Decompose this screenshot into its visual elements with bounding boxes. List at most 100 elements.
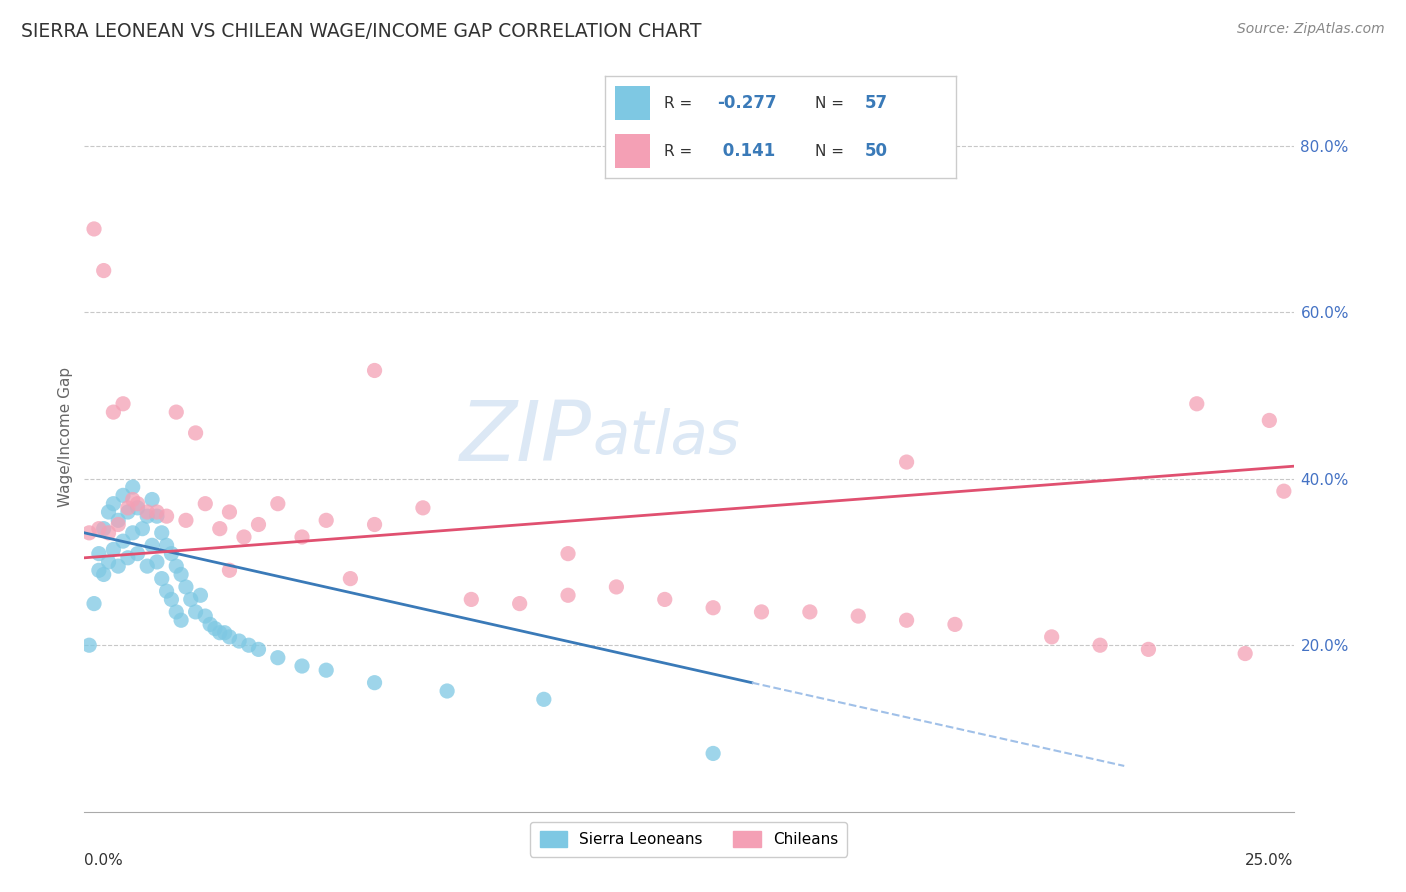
Point (363, 517, 385, 532)
Point (557, 547, 579, 561)
Point (97, 555, 120, 569)
Point (1272, 484, 1295, 499)
Text: ZIP: ZIP (460, 397, 592, 477)
Point (751, 605, 773, 619)
Point (107, 559, 129, 574)
Point (174, 580, 197, 594)
Point (218, 563, 240, 577)
Point (141, 492, 163, 507)
Point (214, 625, 236, 640)
Point (112, 488, 135, 502)
Point (702, 747, 724, 761)
Point (533, 692, 555, 706)
Point (896, 455, 918, 469)
Point (238, 638, 260, 652)
Legend: Sierra Leoneans, Chileans: Sierra Leoneans, Chileans (530, 822, 848, 856)
Point (103, 542, 125, 557)
Point (160, 547, 183, 561)
Point (174, 513, 197, 527)
Point (194, 497, 217, 511)
Point (127, 500, 149, 515)
Point (291, 530, 314, 544)
Point (291, 659, 314, 673)
Text: N =: N = (815, 144, 849, 159)
Point (97, 505, 120, 519)
Point (127, 497, 149, 511)
Point (267, 650, 290, 665)
Text: atlas: atlas (592, 408, 740, 467)
Point (170, 613, 193, 627)
FancyBboxPatch shape (616, 87, 650, 120)
Point (184, 425, 207, 440)
Point (363, 675, 385, 690)
Point (112, 397, 135, 411)
Y-axis label: Wage/Income Gap: Wage/Income Gap (58, 367, 73, 508)
Point (198, 617, 221, 632)
Text: -0.277: -0.277 (717, 94, 776, 112)
Point (121, 525, 143, 540)
Point (267, 497, 290, 511)
Point (127, 547, 149, 561)
Point (218, 630, 240, 644)
Point (93, 567, 115, 582)
Point (436, 684, 458, 698)
Text: Source: ZipAtlas.com: Source: ZipAtlas.com (1237, 22, 1385, 37)
Point (170, 567, 193, 582)
Point (155, 538, 177, 552)
Point (87, 547, 110, 561)
Point (87, 522, 110, 536)
Point (93, 263, 115, 277)
Point (150, 525, 173, 540)
Point (412, 500, 434, 515)
Point (208, 625, 231, 640)
Point (83, 597, 105, 611)
Point (117, 505, 139, 519)
Point (228, 634, 250, 648)
Point (146, 555, 169, 569)
Point (146, 509, 169, 524)
Point (83, 222, 105, 236)
Point (605, 580, 627, 594)
Text: R =: R = (665, 95, 697, 111)
Point (315, 663, 337, 677)
Point (896, 613, 918, 627)
Text: 57: 57 (865, 94, 887, 112)
Text: 50: 50 (865, 142, 887, 161)
Text: R =: R = (665, 144, 697, 159)
Point (339, 572, 361, 586)
Point (799, 605, 821, 619)
Point (557, 588, 579, 602)
Point (97, 525, 120, 540)
Text: 0.141: 0.141 (717, 142, 775, 161)
Point (702, 600, 724, 615)
Point (103, 405, 125, 419)
Point (218, 505, 240, 519)
Point (77, 638, 100, 652)
Point (165, 405, 187, 419)
Point (1040, 630, 1063, 644)
Point (204, 622, 226, 636)
Point (117, 500, 139, 515)
Point (208, 522, 231, 536)
Text: N =: N = (815, 95, 849, 111)
Point (107, 517, 129, 532)
Text: 0.0%: 0.0% (84, 853, 124, 868)
Point (1137, 642, 1160, 657)
Point (247, 517, 270, 532)
Point (1234, 647, 1257, 661)
Point (180, 592, 202, 607)
Point (117, 550, 139, 565)
FancyBboxPatch shape (616, 135, 650, 168)
Point (654, 592, 676, 607)
Point (509, 597, 531, 611)
Text: SIERRA LEONEAN VS CHILEAN WAGE/INCOME GAP CORRELATION CHART: SIERRA LEONEAN VS CHILEAN WAGE/INCOME GA… (21, 22, 702, 41)
Point (233, 530, 256, 544)
Point (77, 525, 100, 540)
Point (846, 609, 869, 624)
Point (121, 480, 143, 494)
Point (112, 534, 135, 549)
Point (247, 642, 270, 657)
Point (136, 505, 159, 519)
Point (315, 513, 337, 527)
Point (165, 605, 187, 619)
